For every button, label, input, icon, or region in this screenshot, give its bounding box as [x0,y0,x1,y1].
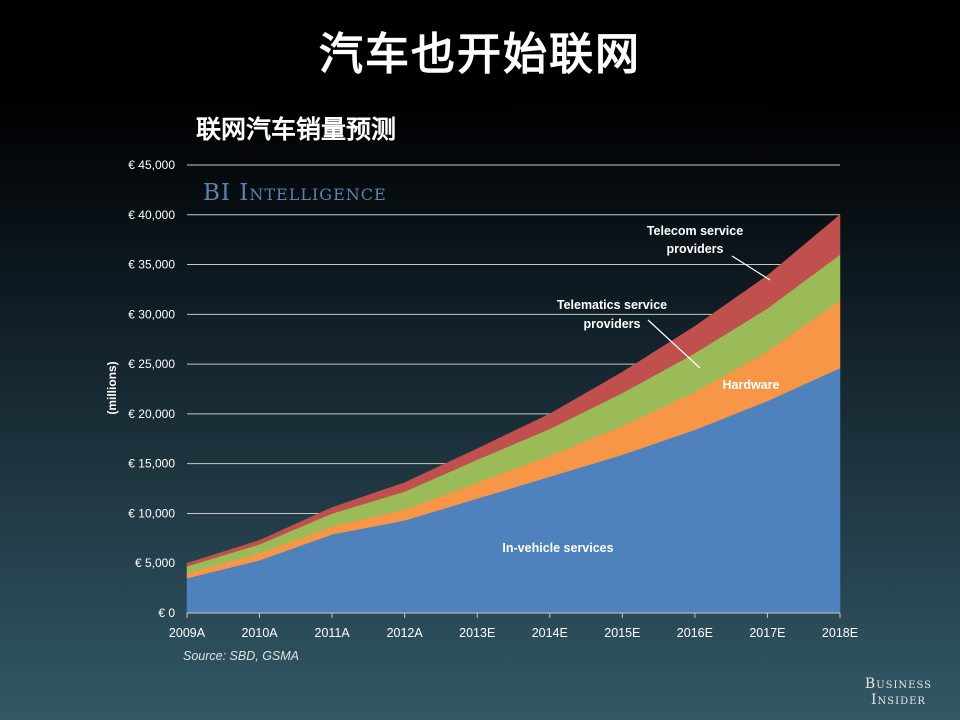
label-hardware: Hardware [723,378,780,392]
y-tick-label: € 15,000 [128,457,175,471]
pointer-telecom [731,255,771,281]
y-tick-label: € 45,000 [128,158,175,172]
x-tick-label: 2009A [169,626,206,640]
y-tick-label: € 10,000 [128,506,175,520]
x-tick-label: 2014E [532,626,568,640]
x-tick-label: 2017E [749,626,785,640]
logo-line-1: Business [864,676,932,692]
label-telematics-line2: providers [584,317,641,331]
label-telecom-line2: providers [667,242,724,256]
source-note: Source: SBD, GSMA [183,649,299,663]
y-tick-labels: € 0 € 5,000 € 10,000 € 15,000 € 20,000 € 25,0… [128,158,175,620]
x-tick-labels: 2009A 2010A 2011A 2012A 2013E 2014E 2015E 2016E… [169,613,858,640]
y-tick-label: € 40,000 [128,208,175,222]
y-tick-label: € 0 [158,606,175,620]
business-insider-logo: Business Insider [865,676,932,708]
x-tick-label: 2011A [315,626,351,640]
label-telecom-line1: Telecom service [647,224,743,238]
x-tick-label: 2018E [822,626,858,640]
area-telecom-service-providers [186,214,841,567]
logo-line-2: Insider [870,692,926,708]
y-tick-label: € 20,000 [128,407,175,421]
y-axis-label: (millions) [105,361,119,414]
y-tick-label: € 35,000 [128,258,175,272]
y-tick-label: € 30,000 [128,307,175,321]
slide-title: 汽车也开始联网 [319,29,641,80]
x-tick-label: 2013E [459,626,495,640]
y-tick-label: € 25,000 [128,357,175,371]
x-tick-label: 2016E [677,626,713,640]
chart-title: 联网汽车销量预测 [196,115,397,144]
x-tick-label: 2015E [604,626,640,640]
pointer-telematics [647,319,701,369]
x-tick-label: 2010A [241,626,278,640]
label-invehicle: In-vehicle services [502,541,613,555]
x-tick-label: 2012A [387,626,424,640]
watermark: BI Intelligence [203,180,387,206]
label-telematics-line1: Telematics service [557,298,667,312]
y-tick-label: € 5,000 [135,556,175,570]
